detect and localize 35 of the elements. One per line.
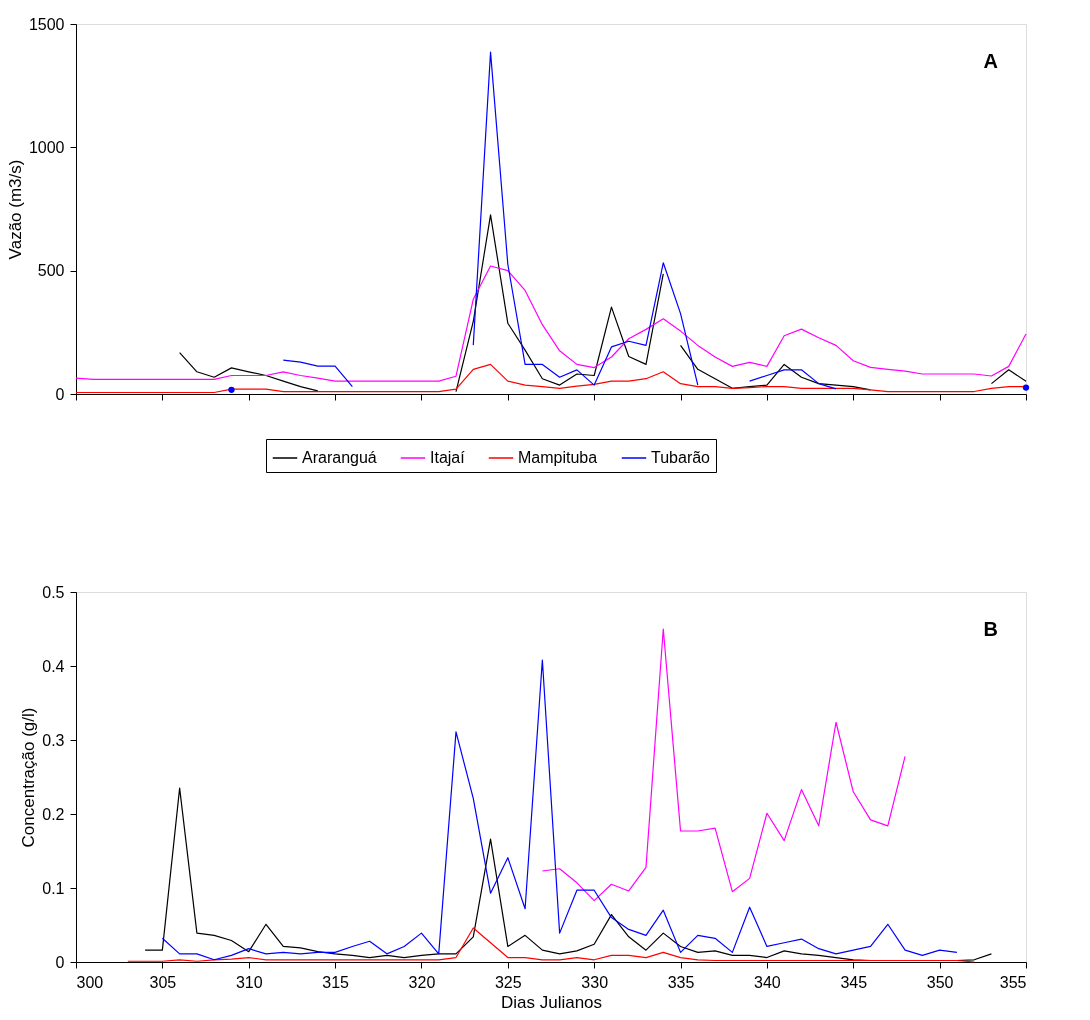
x-tick-label: 325 [494, 973, 522, 991]
x-axis-title: Dias Julianos [500, 992, 603, 1012]
x-tick-label: 305 [149, 973, 177, 991]
legend-label: Araranguá [302, 449, 377, 466]
x-tick-label: 315 [322, 973, 350, 991]
y-tick-label: 0.1 [42, 879, 65, 897]
y-tick-label: 0.4 [42, 657, 65, 675]
y-tick-label: 0.5 [42, 583, 65, 601]
x-tick-label: 300 [76, 973, 104, 991]
legend-label: Tubarão [651, 449, 711, 466]
y-tick-label: 500 [37, 262, 65, 280]
annotation: B [983, 618, 998, 640]
x-tick-label: 330 [581, 973, 609, 991]
y-tick-label: 0 [55, 385, 65, 403]
x-tick-label: 320 [408, 973, 436, 991]
y-tick-label: 1000 [28, 138, 65, 156]
y-axis-title: Concentração (g/l) [19, 707, 39, 848]
annotation: A [983, 50, 998, 72]
x-tick-label: 355 [999, 973, 1027, 991]
y-axis-title: Vazão (m3/s) [5, 159, 25, 260]
line-series [161, 659, 958, 961]
line-series [541, 628, 906, 902]
line-series [75, 265, 1027, 382]
y-tick-label: 0.2 [42, 805, 65, 823]
line-series [127, 927, 975, 963]
x-tick-label: 350 [926, 973, 954, 991]
legend-label: Mampituba [518, 449, 598, 466]
x-tick-label: 310 [235, 973, 263, 991]
x-tick-label: 335 [667, 973, 695, 991]
y-tick-label: 1500 [28, 15, 65, 33]
y-tick-label: 0 [55, 953, 65, 971]
y-tick-label: 0.3 [42, 731, 65, 749]
x-tick-label: 340 [754, 973, 781, 991]
legend-label: Itajaí [430, 449, 466, 466]
x-tick-label: 345 [840, 973, 868, 991]
